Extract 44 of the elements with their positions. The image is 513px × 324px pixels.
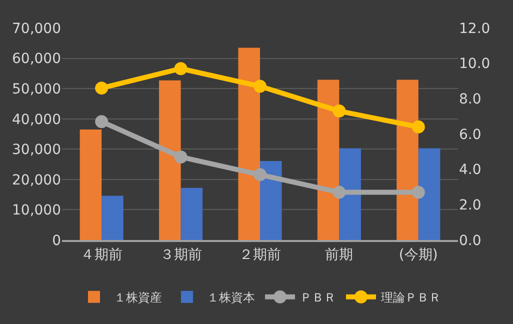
y-tick-label: 0 (52, 232, 61, 249)
y-tick-label: 70,000 (12, 20, 61, 37)
bar (80, 129, 102, 240)
y2-tick-label: 8.0 (459, 92, 482, 108)
point (174, 62, 188, 76)
bar (159, 80, 181, 240)
y2-tick-label: 0.0 (459, 232, 482, 249)
bar (238, 48, 260, 240)
bar (102, 196, 124, 240)
y-tick-label: 40,000 (12, 112, 61, 128)
y-tick-label: 20,000 (12, 172, 61, 188)
legend-label: １株資本 (207, 290, 255, 305)
y2-tick-label: 4.0 (459, 162, 482, 178)
point (95, 115, 108, 128)
y2-tick-label: 10.0 (459, 56, 490, 72)
bar (180, 188, 203, 240)
legend-label: １株資産 (114, 290, 162, 305)
y-tick-label: 50,000 (12, 81, 61, 98)
point (95, 82, 108, 95)
bar (339, 148, 361, 240)
point (254, 168, 266, 182)
point (412, 120, 425, 134)
point (254, 80, 266, 93)
point (332, 186, 346, 199)
legend-label: 理論ＰＢＲ (381, 290, 441, 305)
point (412, 186, 425, 199)
x-tick-label: (今期) (398, 246, 438, 263)
x-tick-label: ２期前 (239, 246, 281, 263)
x-tick-label: ３期前 (160, 246, 202, 263)
legend-label: ＰＢＲ (300, 290, 336, 305)
bar (317, 80, 340, 240)
point (332, 104, 346, 118)
y2-tick-label: 6.0 (459, 126, 482, 143)
y-tick-label: 30,000 (12, 142, 61, 158)
y2-tick-label: 12.0 (459, 20, 490, 37)
x-tick-label: 前期 (325, 246, 354, 263)
bar (260, 160, 282, 240)
y-tick-label: 10,000 (12, 202, 61, 219)
y-tick-label: 60,000 (12, 51, 61, 68)
bar (418, 148, 440, 240)
y2-tick-label: 2.0 (459, 198, 482, 214)
point (174, 150, 188, 164)
bar (396, 80, 418, 240)
x-tick-label: ４期前 (80, 246, 123, 263)
